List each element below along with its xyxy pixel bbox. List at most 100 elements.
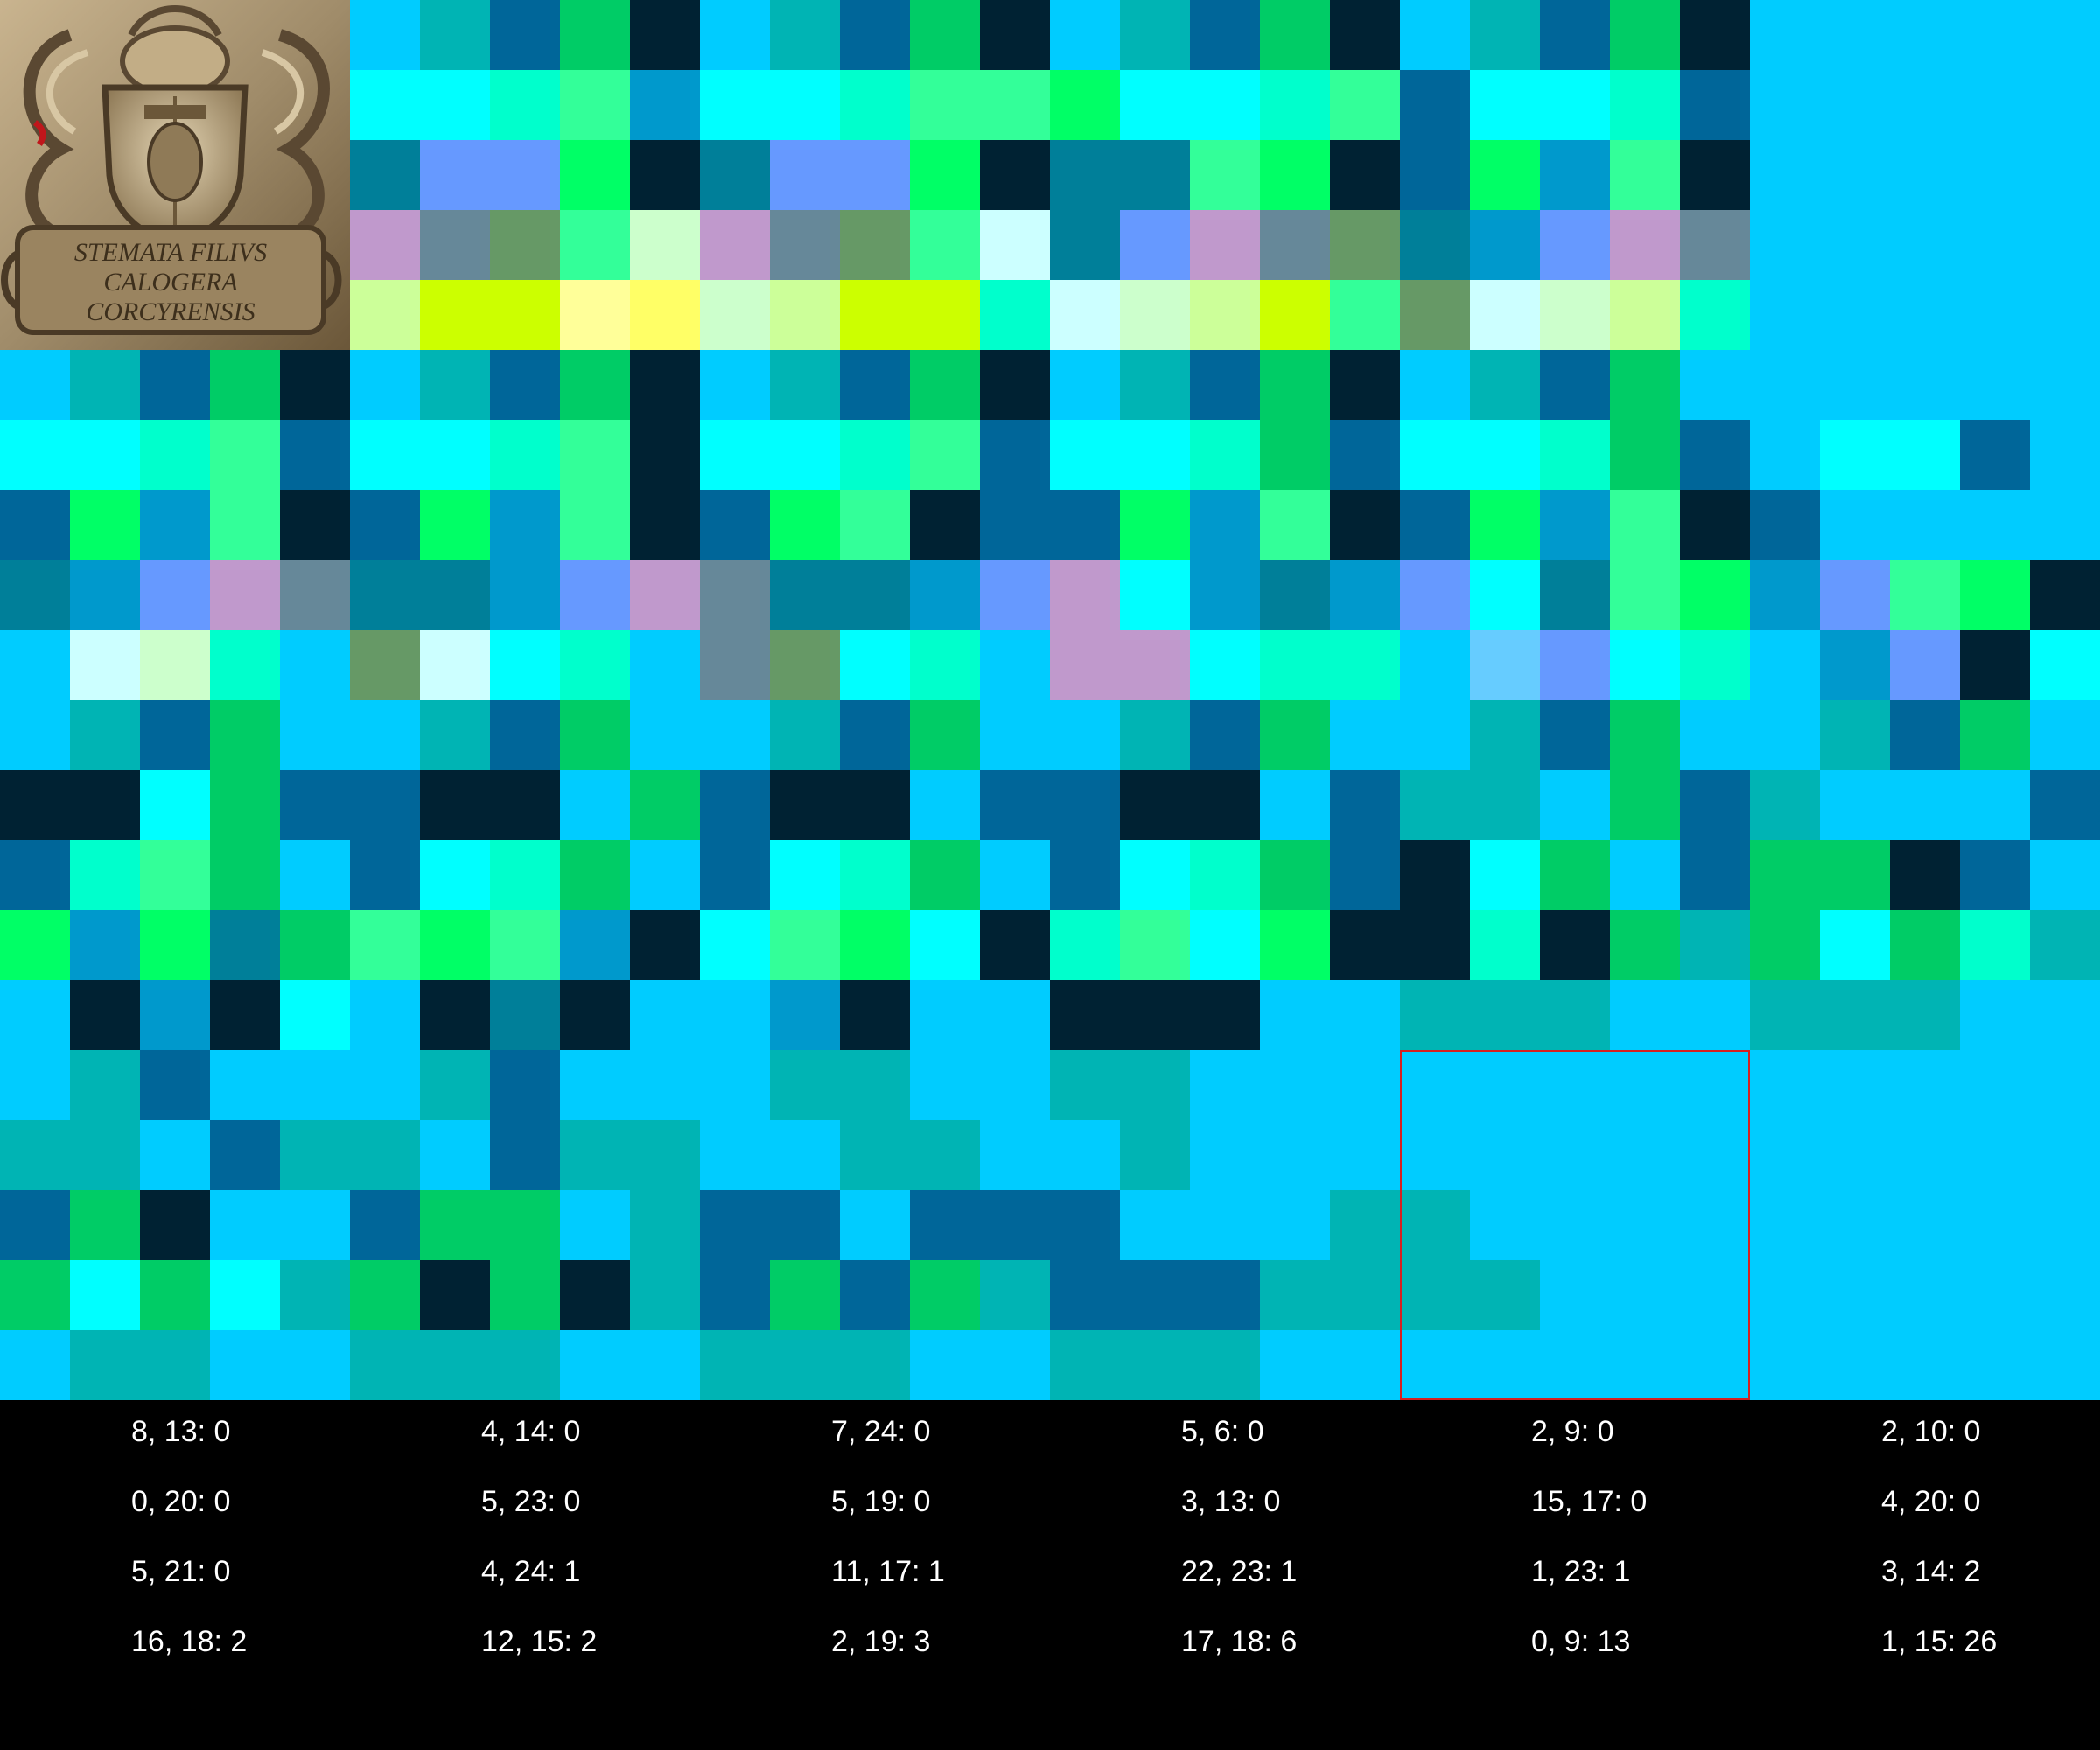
color-cell [1330, 490, 1400, 560]
color-cell [560, 70, 630, 140]
color-cell [980, 980, 1050, 1050]
color-cell [1820, 840, 1890, 910]
color-cell [1890, 280, 1960, 350]
color-cell [1400, 700, 1470, 770]
color-cell [1750, 210, 1820, 280]
color-cell [980, 490, 1050, 560]
color-cell [1750, 630, 1820, 700]
color-cell [210, 770, 280, 840]
color-cell [1120, 1190, 1190, 1260]
color-cell [980, 420, 1050, 490]
color-cell [140, 700, 210, 770]
color-cell [1610, 770, 1680, 840]
color-cell [280, 980, 350, 1050]
color-cell [2030, 0, 2100, 70]
color-cell [1820, 490, 1890, 560]
color-cell [1190, 770, 1260, 840]
color-cell [630, 1190, 700, 1260]
color-cell [1960, 280, 2030, 350]
color-cell [1330, 910, 1400, 980]
color-cell [420, 560, 490, 630]
color-cell [700, 280, 770, 350]
color-cell [700, 490, 770, 560]
color-cell [280, 630, 350, 700]
color-cell [770, 1050, 840, 1120]
color-cell [770, 910, 840, 980]
color-cell [700, 980, 770, 1050]
color-cell [1470, 1120, 1540, 1190]
color-cell [1190, 420, 1260, 490]
color-cell [560, 490, 630, 560]
color-cell [980, 1120, 1050, 1190]
color-cell [70, 1050, 140, 1120]
color-cell [700, 910, 770, 980]
color-cell [770, 840, 840, 910]
color-cell [560, 840, 630, 910]
color-cell [560, 420, 630, 490]
color-cell [1050, 1260, 1120, 1330]
color-cell [1050, 1330, 1120, 1400]
color-cell [1260, 770, 1330, 840]
color-cell [490, 350, 560, 420]
color-cell [280, 1120, 350, 1190]
color-cell [1190, 280, 1260, 350]
color-cell [1120, 630, 1190, 700]
color-cell [2030, 210, 2100, 280]
color-cell [1610, 1260, 1680, 1330]
color-cell [140, 420, 210, 490]
color-cell [840, 630, 910, 700]
color-cell [280, 560, 350, 630]
color-cell [1960, 140, 2030, 210]
legend-entry: 7, 24: 0 [831, 1415, 931, 1448]
color-cell [560, 1120, 630, 1190]
color-cell [1540, 1260, 1610, 1330]
color-cell [1400, 280, 1470, 350]
color-cell [280, 770, 350, 840]
color-cell [1750, 420, 1820, 490]
color-cell [630, 560, 700, 630]
color-cell [350, 700, 420, 770]
inscription-line-1: STEMATA FILIVS [74, 238, 267, 267]
color-cell [1260, 350, 1330, 420]
color-cell [1050, 140, 1120, 210]
legend-entry: 3, 14: 2 [1881, 1555, 1981, 1588]
color-cell [1540, 840, 1610, 910]
color-cell [1330, 560, 1400, 630]
color-cell [1680, 1050, 1750, 1120]
color-cell [70, 700, 140, 770]
color-cell [1820, 1260, 1890, 1330]
color-cell [630, 0, 700, 70]
color-cell [70, 420, 140, 490]
color-cell [770, 280, 840, 350]
color-cell [1680, 490, 1750, 560]
color-cell [420, 770, 490, 840]
color-cell [1260, 910, 1330, 980]
color-cell [1190, 1050, 1260, 1120]
color-cell [910, 1330, 980, 1400]
color-cell [490, 910, 560, 980]
color-cell [1330, 700, 1400, 770]
color-cell [1680, 280, 1750, 350]
color-cell [420, 630, 490, 700]
color-cell [490, 630, 560, 700]
color-cell [1400, 420, 1470, 490]
color-cell [1820, 1050, 1890, 1120]
color-cell [1540, 420, 1610, 490]
color-cell [2030, 700, 2100, 770]
legend-entry: 0, 9: 13 [1531, 1625, 1631, 1658]
color-cell [1120, 1260, 1190, 1330]
color-cell [1050, 910, 1120, 980]
color-cell [700, 840, 770, 910]
color-cell [770, 700, 840, 770]
color-cell [1540, 210, 1610, 280]
color-cell [2030, 350, 2100, 420]
color-cell [1330, 280, 1400, 350]
color-cell [1470, 980, 1540, 1050]
color-cell [2030, 1330, 2100, 1400]
color-cell [770, 140, 840, 210]
color-cell [700, 1190, 770, 1260]
inscription-line-3: CORCYRENSIS [86, 298, 255, 326]
legend-entry: 11, 17: 1 [831, 1555, 945, 1588]
color-cell [210, 1260, 280, 1330]
color-cell [1960, 770, 2030, 840]
